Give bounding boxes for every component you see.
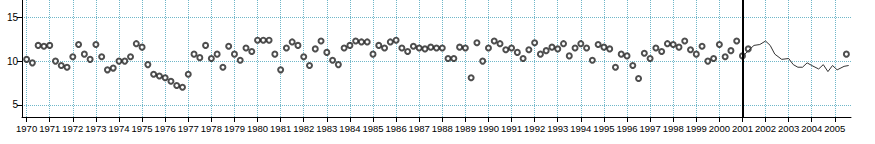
svg-text:1973: 1973: [85, 123, 106, 134]
svg-text:1986: 1986: [386, 123, 407, 134]
svg-text:1984: 1984: [339, 123, 360, 134]
svg-text:1972: 1972: [62, 123, 83, 134]
svg-text:1995: 1995: [593, 123, 614, 134]
svg-text:2002: 2002: [755, 123, 776, 134]
svg-text:1975: 1975: [132, 123, 153, 134]
svg-text:1980: 1980: [247, 123, 268, 134]
svg-text:1989: 1989: [455, 123, 476, 134]
svg-text:1997: 1997: [640, 123, 661, 134]
svg-text:2005: 2005: [824, 123, 845, 134]
svg-text:1978: 1978: [201, 123, 222, 134]
svg-text:1971: 1971: [39, 123, 60, 134]
svg-text:2001: 2001: [732, 123, 753, 134]
svg-text:1983: 1983: [316, 123, 337, 134]
svg-text:5: 5: [12, 99, 18, 110]
svg-text:1990: 1990: [478, 123, 499, 134]
svg-text:1994: 1994: [570, 123, 591, 134]
svg-text:15: 15: [7, 12, 19, 23]
svg-text:1992: 1992: [524, 123, 545, 134]
svg-text:1999: 1999: [686, 123, 707, 134]
svg-text:1998: 1998: [663, 123, 684, 134]
svg-text:1996: 1996: [616, 123, 637, 134]
svg-text:1988: 1988: [432, 123, 453, 134]
svg-text:2000: 2000: [709, 123, 730, 134]
svg-text:1987: 1987: [409, 123, 430, 134]
svg-text:10: 10: [7, 56, 19, 67]
svg-text:1985: 1985: [362, 123, 383, 134]
svg-text:2003: 2003: [778, 123, 799, 134]
svg-text:1993: 1993: [547, 123, 568, 134]
svg-text:1976: 1976: [155, 123, 176, 134]
svg-text:1970: 1970: [16, 123, 37, 134]
svg-text:1974: 1974: [108, 123, 129, 134]
svg-text:1977: 1977: [178, 123, 199, 134]
svg-text:1981: 1981: [270, 123, 291, 134]
svg-text:1982: 1982: [293, 123, 314, 134]
svg-text:1979: 1979: [224, 123, 245, 134]
svg-text:2004: 2004: [801, 123, 822, 134]
svg-text:1991: 1991: [501, 123, 522, 134]
